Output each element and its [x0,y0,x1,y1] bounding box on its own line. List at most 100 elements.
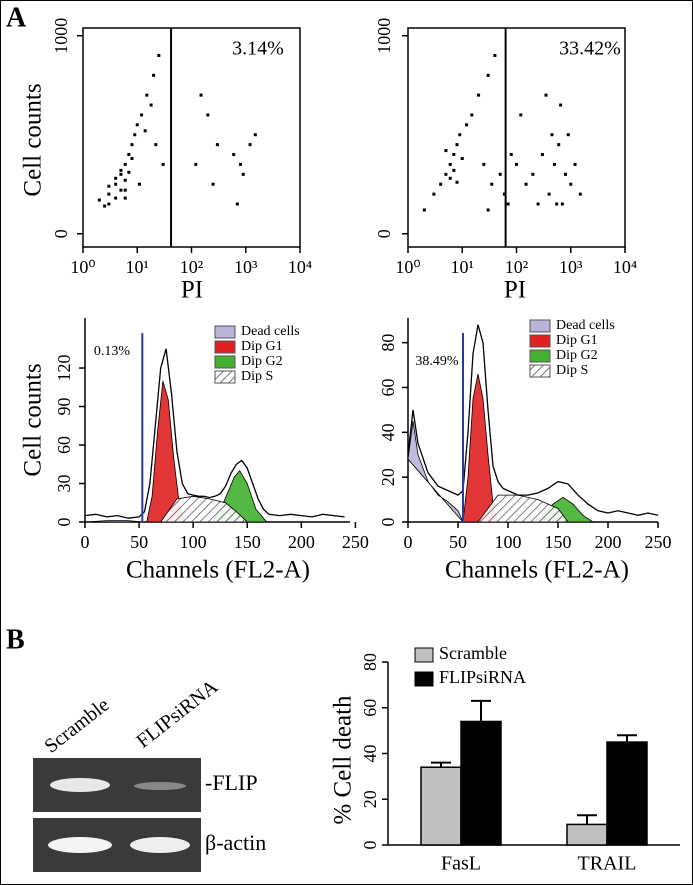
y-tick-label: 60 [378,378,398,396]
dot [130,143,134,147]
dot [502,192,506,196]
area [462,373,499,523]
dot [490,182,494,186]
area [407,421,464,523]
dot [194,162,198,166]
dot [448,162,452,166]
x-tick-label: 0 [81,532,90,552]
dot [439,182,443,186]
dot [143,129,147,133]
x-tick-label: FasL [441,853,481,875]
legend-swatch [414,671,434,687]
y-tick-label: 20 [378,468,398,486]
area [159,495,249,523]
x-tick-label: 50 [130,532,148,552]
dot [498,172,502,176]
legend-swatch [529,364,551,378]
dot [97,198,101,202]
dot [552,162,556,166]
band [50,778,110,792]
dot [119,188,123,192]
x-tick-label: 100 [495,532,522,552]
annotation: 33.42% [559,38,621,60]
dot [235,202,239,206]
dot [137,182,141,186]
dot [477,93,481,97]
legend-label: Dip G2 [241,354,283,369]
y-axis-label: Cell counts [20,363,47,476]
x-tick-label: 10² [180,257,203,277]
y-tick-label: 40 [360,745,380,763]
dot [448,176,452,180]
x-tick-label: 10¹ [451,257,474,277]
dot [211,182,215,186]
bar [420,766,462,846]
dot [161,162,165,166]
y-tick-label: 1000 [51,18,71,54]
y-axis-label: Cell counts [20,83,47,196]
x-tick-label: 100 [180,532,207,552]
legend-swatch [529,319,551,333]
dot [248,143,252,147]
dot [422,208,426,212]
x-axis-label: Channels (FL2-A) [126,557,310,584]
dot [215,143,219,147]
legend-label: Dip S [556,363,588,378]
dot [107,184,111,188]
x-tick-label: 250 [342,532,369,552]
dot [563,172,567,176]
legend-swatch [414,647,434,663]
lane-label: FLIPsiRNA [132,675,222,752]
x-tick-label: 250 [645,532,672,552]
dot [482,162,486,166]
dot [444,149,448,153]
band [130,837,190,853]
dot [238,162,242,166]
legend-swatch [214,355,236,369]
x-tick-label: 200 [595,532,622,552]
y-tick-label: 20 [360,790,380,808]
dot [531,172,535,176]
bar [566,823,608,846]
dot [550,133,554,137]
legend-swatch [214,325,236,339]
y-tick-label: 60 [360,699,380,717]
legend-label: Dip S [241,369,273,384]
band-label: β-actin [205,830,266,855]
dot [547,192,551,196]
band [48,837,112,853]
plot-frame [407,27,626,248]
dot [506,202,510,206]
dot [452,168,456,172]
band [134,782,186,790]
x-axis-label: Channels (FL2-A) [445,557,629,584]
dot [123,196,127,200]
dot [544,93,548,97]
dot [555,202,559,206]
y-tick-label: 30 [54,475,74,493]
lane-label: Scramble [40,694,113,758]
dot [149,103,153,107]
dot [241,172,245,176]
y-tick-label: 60 [54,436,74,454]
panel-label: A [6,2,27,33]
area [84,520,143,523]
dot [566,133,570,137]
legend-swatch [214,370,236,384]
dot [569,182,573,186]
dot [145,93,149,97]
dot [154,143,158,147]
x-tick-label: 10² [505,257,528,277]
outline [84,348,345,519]
x-axis-label: PI [504,277,526,304]
dot [486,208,490,212]
dot [444,172,448,176]
x-tick-label: 10⁰ [70,257,95,277]
legend-label: Dip G1 [556,333,598,348]
y-tick-label: 0 [374,229,394,238]
legend-label: Dead cells [556,318,615,333]
legend-label: Dead cells [241,324,300,339]
dot [486,73,490,77]
